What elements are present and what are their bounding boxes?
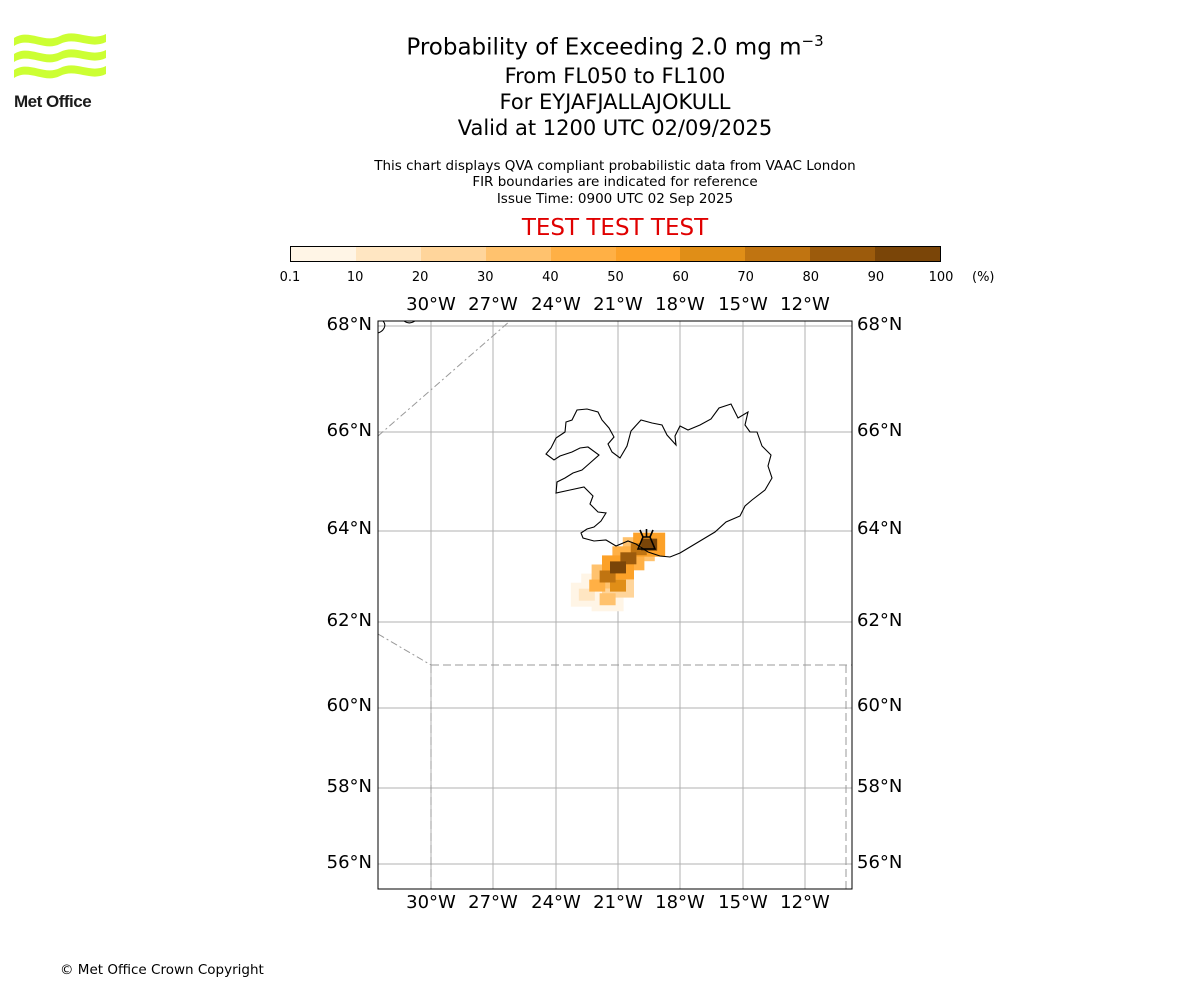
plume-cell xyxy=(589,579,606,592)
chart-title: Probability of Exceeding 2.0 mg m−3 xyxy=(0,26,1200,63)
colorbar-tick-label: 0.1 xyxy=(279,270,301,285)
lat-label-left: 58°N xyxy=(326,776,372,797)
lon-label-top: 30°W xyxy=(406,294,456,315)
colorbar-tick-label: 100 xyxy=(928,270,954,285)
map-frame xyxy=(377,320,853,890)
title-lines: From FL050 to FL100 For EYJAFJALLAJOKULL… xyxy=(0,63,1200,141)
title-line3: For EYJAFJALLAJOKULL xyxy=(499,90,731,114)
test-banner: TEST TEST TEST xyxy=(521,215,709,241)
plume-cell xyxy=(578,588,595,601)
lon-label-top: 12°W xyxy=(780,294,830,315)
colorbar-segment xyxy=(680,247,746,261)
subtitle-line2: FIR boundaries are indicated for referen… xyxy=(472,174,758,191)
subtitle: This chart displays QVA compliant probab… xyxy=(0,158,1200,207)
lat-label-left: 68°N xyxy=(326,314,372,335)
plume-cell xyxy=(610,561,626,574)
title-line4: Valid at 1200 UTC 02/09/2025 xyxy=(457,116,773,140)
colorbar-tick-label: 80 xyxy=(802,270,820,285)
colorbar-segment xyxy=(485,247,551,261)
colorbar-segment xyxy=(420,247,486,261)
plume-cell xyxy=(620,552,637,565)
lon-label-bottom: 30°W xyxy=(406,892,456,913)
plume-cell xyxy=(599,570,616,583)
lon-label-top: 18°W xyxy=(655,294,705,315)
colorbar-unit: (%) xyxy=(972,270,995,285)
lon-label-bottom: 15°W xyxy=(718,892,768,913)
met-office-logo-text: Met Office xyxy=(14,92,92,111)
lon-label-top: 15°W xyxy=(718,294,768,315)
title-line2: From FL050 to FL100 xyxy=(504,64,726,88)
colorbar-tick-label: 20 xyxy=(411,270,429,285)
colorbar-tick-label: 70 xyxy=(737,270,754,285)
title-line1: Probability of Exceeding 2.0 mg m xyxy=(406,34,802,61)
colorbar-tick-label: 10 xyxy=(346,270,364,285)
colorbar-tick-label: 40 xyxy=(542,270,559,285)
lat-label-right: 60°N xyxy=(857,695,903,716)
lon-label-top: 24°W xyxy=(531,294,581,315)
met-office-logo-waves xyxy=(14,33,106,79)
map-gridlines xyxy=(378,321,852,889)
iceland-coastline xyxy=(545,403,773,558)
colorbar-segment xyxy=(745,247,811,261)
lon-label-bottom: 21°W xyxy=(593,892,643,913)
lat-label-left: 64°N xyxy=(326,518,372,539)
subtitle-line3: Issue Time: 0900 UTC 02 Sep 2025 xyxy=(496,190,734,207)
lat-label-left: 56°N xyxy=(326,852,372,873)
title-superscript: −3 xyxy=(801,32,824,50)
fir-boundaries xyxy=(378,321,852,889)
colorbar-tick-label: 60 xyxy=(672,270,689,285)
lon-label-top: 27°W xyxy=(468,294,518,315)
lat-label-right: 64°N xyxy=(857,518,903,539)
colorbar-segment xyxy=(550,247,616,261)
colorbar-segment xyxy=(615,247,681,261)
copyright-notice: © Met Office Crown Copyright xyxy=(60,962,264,978)
colorbar-tick-label: 90 xyxy=(867,270,885,285)
lat-label-left: 62°N xyxy=(326,610,372,631)
lon-label-bottom: 24°W xyxy=(531,892,581,913)
lat-label-left: 66°N xyxy=(326,420,372,441)
colorbar xyxy=(290,246,941,262)
lat-label-right: 68°N xyxy=(857,314,903,335)
colorbar-tick-label: 50 xyxy=(607,270,624,285)
lat-label-right: 66°N xyxy=(857,420,903,441)
lat-label-right: 56°N xyxy=(857,852,903,873)
lon-label-bottom: 12°W xyxy=(780,892,830,913)
lon-label-bottom: 27°W xyxy=(468,892,518,913)
volcano-icon xyxy=(636,529,657,550)
lat-label-right: 62°N xyxy=(857,610,903,631)
lat-label-right: 58°N xyxy=(857,776,903,797)
plume-cell xyxy=(599,593,616,606)
greenland-coast xyxy=(378,321,386,334)
plume-cell xyxy=(610,579,626,592)
colorbar-segment xyxy=(355,247,421,261)
lon-label-bottom: 18°W xyxy=(655,892,705,913)
colorbar-tick-label: 30 xyxy=(477,270,494,285)
lon-label-top: 21°W xyxy=(593,294,643,315)
colorbar-segment xyxy=(875,247,941,261)
lat-label-left: 60°N xyxy=(326,695,372,716)
colorbar-segment xyxy=(810,247,876,261)
colorbar-segment xyxy=(291,247,356,261)
met-office-logo: Met Office xyxy=(14,30,106,112)
plume-cell xyxy=(641,538,658,551)
subtitle-line1: This chart displays QVA compliant probab… xyxy=(374,158,856,174)
